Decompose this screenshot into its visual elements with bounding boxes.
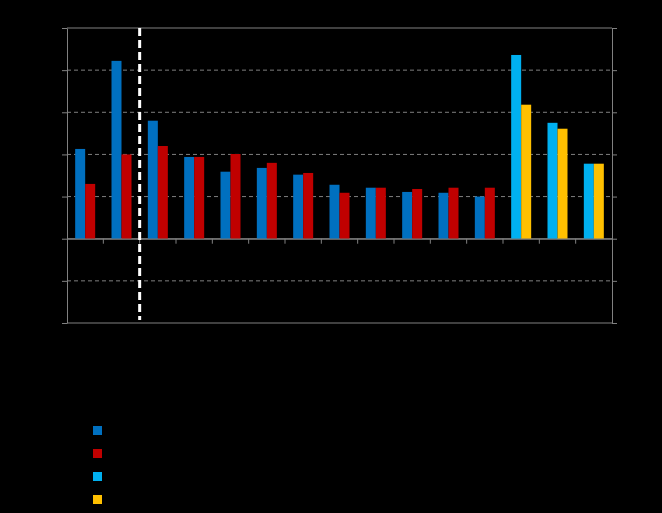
bar [511, 55, 521, 239]
bar [376, 188, 386, 239]
bar [122, 154, 132, 238]
separator [138, 28, 141, 320]
category-divider-tick [321, 239, 322, 244]
bar [485, 188, 495, 239]
category-divider-tick [503, 239, 504, 244]
tick-mark [612, 239, 617, 240]
tick [62, 281, 67, 282]
chart [0, 0, 662, 513]
legend-swatch [93, 426, 102, 435]
bar [293, 175, 303, 239]
tick [62, 197, 67, 198]
tick [62, 28, 67, 29]
category-divider-tick [212, 239, 213, 244]
tick-mark [612, 197, 617, 198]
bars [75, 55, 604, 239]
axis-line [612, 29, 613, 324]
legend [93, 426, 102, 504]
category-divider-tick [285, 239, 286, 244]
tick-mark [62, 70, 67, 71]
tick-mark [62, 197, 67, 198]
tick-mark [62, 154, 67, 155]
tick [612, 197, 617, 198]
legend-swatch [93, 495, 102, 504]
bar [257, 168, 267, 239]
bar [412, 189, 422, 239]
bar [194, 157, 204, 239]
bar [366, 188, 376, 239]
bar [330, 185, 340, 239]
x-axis [68, 239, 613, 244]
category-divider-tick [357, 239, 358, 244]
bar [158, 146, 168, 239]
tick [612, 281, 617, 282]
category-divider-tick [394, 239, 395, 244]
bar [75, 149, 85, 239]
tick-mark [612, 281, 617, 282]
tick-mark [62, 239, 67, 240]
category-divider-tick [103, 239, 104, 244]
bar [548, 123, 558, 239]
tick-mark [62, 323, 67, 324]
tick [62, 112, 67, 113]
y-axis [62, 29, 68, 324]
category-divider-tick [575, 239, 576, 244]
tick [612, 154, 617, 155]
bar [402, 192, 412, 239]
category-divider-tick [248, 239, 249, 244]
bar [267, 163, 277, 239]
tick-mark [612, 28, 617, 29]
bar [231, 154, 241, 239]
category-divider-tick [176, 239, 177, 244]
tick [62, 70, 67, 71]
bar [521, 105, 531, 239]
grid-line [67, 70, 612, 71]
axis-line [67, 29, 68, 324]
tick-mark [62, 28, 67, 29]
y-axis-right [612, 29, 617, 324]
tick-mark [612, 323, 617, 324]
tick [62, 239, 67, 240]
bar [594, 164, 604, 239]
axis-line [68, 239, 613, 240]
bar [303, 173, 313, 239]
tick [612, 28, 617, 29]
bar [112, 61, 122, 239]
bar [85, 184, 95, 239]
tick [612, 112, 617, 113]
tick [612, 70, 617, 71]
legend-swatch [93, 449, 102, 458]
bar [439, 193, 449, 239]
bar [340, 193, 350, 239]
tick [612, 239, 617, 240]
legend-swatch [93, 472, 102, 481]
category-divider-tick [430, 239, 431, 244]
grid-line [67, 28, 612, 29]
bar [475, 197, 485, 239]
tick [612, 323, 617, 324]
bar [221, 172, 231, 239]
category-divider-tick [539, 239, 540, 244]
tick [62, 323, 67, 324]
bar [584, 164, 594, 239]
bar [558, 129, 568, 239]
tick [62, 154, 67, 155]
bar [184, 157, 194, 239]
bar [148, 121, 158, 239]
tick-mark [62, 281, 67, 282]
category-divider-tick [466, 239, 467, 244]
grid-line [67, 323, 612, 324]
tick-mark [612, 70, 617, 71]
tick-mark [612, 154, 617, 155]
grid [67, 28, 612, 323]
grid-line [67, 280, 612, 281]
bar [449, 188, 459, 239]
tick-mark [612, 112, 617, 113]
tick-mark [62, 112, 67, 113]
